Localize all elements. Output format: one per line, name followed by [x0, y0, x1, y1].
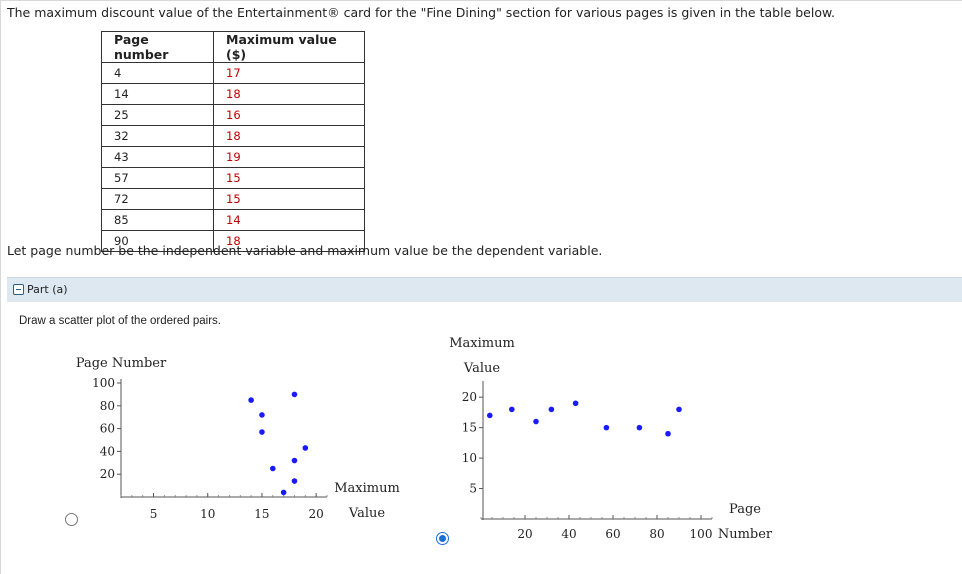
y-axis-title: Page Number [76, 356, 167, 371]
table-row: 85 14 [101, 209, 365, 231]
data-point [248, 397, 254, 403]
scatter-plot-option-1[interactable]: 5 10 15 20 20 40 60 80 100 Page Number Maximum Valu… [76, 356, 400, 521]
data-point [572, 400, 579, 407]
data-point [548, 406, 555, 413]
data-table: Page number Maximum value ($) 4 17 14 18 25 1… [101, 31, 365, 252]
y-tick-label: 100 [92, 376, 115, 390]
data-point [533, 418, 539, 425]
problem-intro: The maximum discount value of the Entert… [7, 5, 836, 20]
option-1-radio[interactable] [65, 513, 78, 526]
option-2-radio[interactable] [436, 532, 449, 545]
part-instruction: Draw a scatter plot of the ordered pairs… [19, 315, 221, 327]
scatter-plot-option-2[interactable]: 20 40 60 80 100 5 10 15 20 Maximum Value Page Number [449, 336, 773, 542]
max-value-cell: 18 [213, 125, 365, 147]
data-point [259, 412, 265, 418]
data-point [291, 478, 298, 484]
y-axis-title-line1: Maximum [449, 336, 515, 351]
column-header-page: Page number [101, 31, 214, 63]
data-point [603, 424, 610, 431]
collapse-icon[interactable] [13, 284, 24, 295]
max-value-cell: 14 [213, 209, 365, 231]
left-border [0, 0, 1, 574]
y-tick-label: 15 [462, 421, 477, 435]
table-header-row: Page number Maximum value ($) [101, 31, 365, 63]
data-point [636, 424, 643, 431]
x-tick-label: 40 [561, 527, 576, 541]
part-a-header[interactable]: Part (a) [7, 277, 962, 302]
data-point [280, 489, 287, 496]
x-axis-title-line2: Value [348, 506, 385, 521]
table-row: 14 18 [101, 83, 365, 105]
x-axis-title-line1: Maximum [334, 481, 400, 496]
y-axis-title-line2: Value [463, 361, 500, 376]
x-tick-label: 5 [150, 507, 158, 521]
y-tick-label: 5 [469, 482, 477, 496]
data-point [665, 430, 671, 437]
x-tick-label: 10 [200, 507, 215, 521]
x-tick-label: 15 [254, 507, 269, 521]
data-point [509, 406, 515, 413]
y-tick-label: 80 [100, 399, 115, 413]
x-tick-label: 60 [605, 527, 620, 541]
table-row: 32 18 [101, 125, 365, 147]
data-point [487, 412, 493, 419]
y-tick-label: 10 [462, 451, 477, 465]
y-tick-label: 40 [100, 444, 115, 458]
column-header-value: Maximum value ($) [213, 31, 365, 63]
x-tick-label: 80 [649, 527, 664, 541]
table-row: 57 15 [101, 167, 365, 189]
data-point [291, 391, 298, 398]
data-point [302, 445, 309, 451]
x-tick-label: 20 [517, 527, 532, 541]
data-point [291, 457, 298, 464]
y-tick-label: 20 [100, 467, 115, 481]
table-row: 25 16 [101, 104, 365, 126]
page-number-cell: 90 [101, 230, 214, 252]
data-point [676, 406, 682, 413]
table-row: 90 18 [101, 230, 365, 252]
x-axis-title-line1: Page [729, 502, 761, 517]
max-value-cell: 18 [213, 230, 365, 252]
part-title: Part (a) [27, 283, 68, 296]
x-axis-title-line2: Number [718, 527, 773, 542]
table-row: 72 15 [101, 188, 365, 210]
data-point [259, 429, 265, 435]
x-tick-label: 20 [309, 507, 324, 521]
y-tick-label: 60 [100, 422, 115, 436]
variable-instruction: Let page number be the independent varia… [7, 243, 603, 258]
x-tick-label: 100 [690, 527, 713, 541]
data-point [269, 465, 276, 472]
y-tick-label: 20 [462, 390, 477, 404]
top-border [0, 0, 962, 1]
